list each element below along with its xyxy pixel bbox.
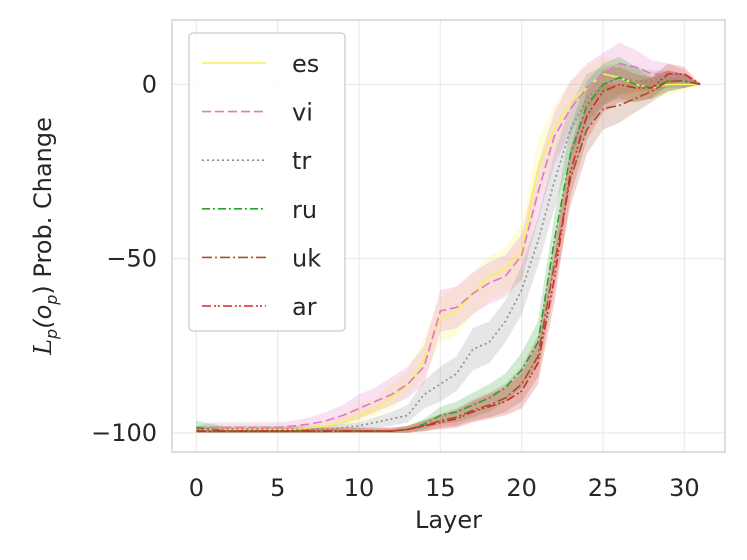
band-ru: [196, 56, 701, 433]
y-axis-label-arg: (o: [29, 305, 57, 329]
series-lines: [196, 62, 702, 432]
x-tick-label: 30: [669, 474, 700, 502]
series-line-uk: [196, 80, 701, 432]
y-axis-ticks: 0 −50 −100: [91, 70, 157, 446]
legend-label-ru: ru: [292, 196, 317, 224]
x-axis-ticks: 0 5 10 15 20 25 30: [189, 474, 700, 502]
legend-label-es: es: [292, 50, 319, 78]
plot-frame: [171, 19, 726, 453]
y-tick-label: 0: [142, 70, 157, 98]
y-axis-label-arg-sub: p: [42, 295, 61, 306]
x-tick-label: 5: [270, 474, 285, 502]
x-tick-label: 0: [189, 474, 204, 502]
x-axis-label: Layer: [415, 506, 482, 534]
x-tick-label: 25: [588, 474, 619, 502]
legend: es vi tr ru uk ar: [188, 32, 346, 332]
y-axis-label-symbol: L: [29, 339, 57, 356]
y-tick-label: −50: [106, 245, 157, 273]
band-es: [196, 56, 701, 433]
series-line-vi: [196, 62, 701, 431]
band-vi: [196, 42, 701, 433]
series-line-ar: [196, 73, 702, 432]
legend-label-uk: uk: [292, 244, 321, 272]
y-axis-label-rest: ) Prob. Change: [29, 117, 57, 294]
y-axis-label: Lp(op) Prob. Change: [29, 117, 61, 356]
x-tick-label: 15: [425, 474, 456, 502]
series-line-es: [196, 73, 701, 431]
x-tick-label: 10: [344, 474, 375, 502]
y-tick-label: −100: [91, 419, 157, 447]
legend-frame: [188, 32, 346, 332]
legend-label-tr: tr: [292, 147, 311, 175]
legend-label-ar: ar: [292, 293, 317, 321]
y-axis-label-sub: p: [42, 329, 61, 340]
legend-label-vi: vi: [292, 99, 313, 127]
legend-items: es vi tr ru uk ar: [202, 50, 321, 321]
band-uk: [196, 70, 701, 433]
x-tick-label: 20: [506, 474, 537, 502]
